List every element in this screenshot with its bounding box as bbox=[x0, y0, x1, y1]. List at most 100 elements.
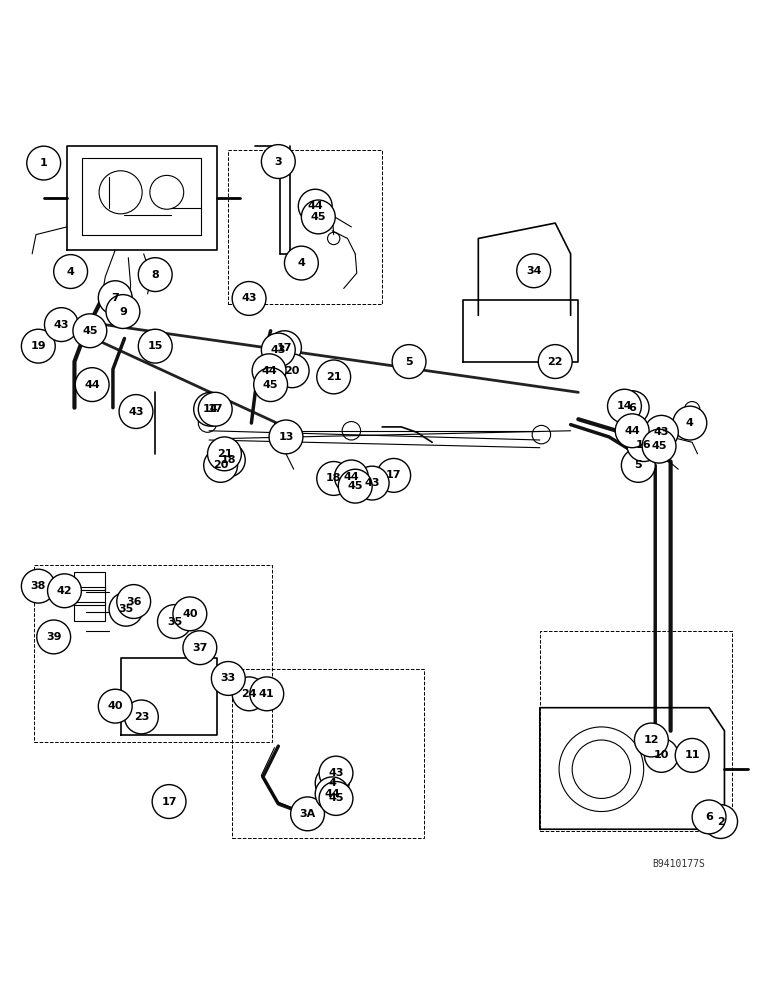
Circle shape bbox=[124, 700, 158, 734]
Text: 43: 43 bbox=[364, 478, 380, 488]
Circle shape bbox=[334, 460, 368, 494]
Text: 17: 17 bbox=[208, 404, 223, 414]
Circle shape bbox=[22, 569, 56, 603]
Text: 20: 20 bbox=[213, 460, 229, 470]
Circle shape bbox=[183, 631, 217, 665]
Text: 44: 44 bbox=[261, 366, 277, 376]
Text: 20: 20 bbox=[284, 366, 300, 376]
Text: 7: 7 bbox=[111, 293, 119, 303]
Bar bbox=[34, 565, 273, 742]
Circle shape bbox=[516, 254, 550, 288]
Circle shape bbox=[317, 360, 350, 394]
Circle shape bbox=[48, 574, 81, 608]
Circle shape bbox=[250, 677, 283, 711]
Circle shape bbox=[198, 392, 232, 426]
Circle shape bbox=[298, 189, 332, 223]
Circle shape bbox=[208, 437, 242, 471]
Circle shape bbox=[319, 756, 353, 790]
Text: 6: 6 bbox=[628, 403, 636, 413]
Text: 45: 45 bbox=[82, 326, 97, 336]
Text: 1: 1 bbox=[40, 158, 48, 168]
Circle shape bbox=[45, 308, 78, 342]
Text: 37: 37 bbox=[192, 643, 208, 653]
Text: 18: 18 bbox=[326, 473, 341, 483]
Text: 2: 2 bbox=[716, 817, 724, 827]
Circle shape bbox=[615, 414, 649, 448]
Text: 38: 38 bbox=[31, 581, 46, 591]
Bar bbox=[232, 669, 425, 838]
Circle shape bbox=[627, 428, 661, 462]
Text: 44: 44 bbox=[84, 380, 100, 390]
Text: 43: 43 bbox=[128, 407, 144, 417]
Text: 5: 5 bbox=[635, 460, 642, 470]
Circle shape bbox=[645, 738, 679, 772]
Text: 45: 45 bbox=[263, 380, 279, 390]
Text: 45: 45 bbox=[310, 212, 326, 222]
Text: 45: 45 bbox=[652, 441, 667, 451]
Text: 43: 43 bbox=[53, 320, 69, 330]
Circle shape bbox=[152, 785, 186, 818]
Circle shape bbox=[109, 592, 143, 626]
Circle shape bbox=[315, 777, 349, 811]
Text: 45: 45 bbox=[328, 793, 344, 803]
Circle shape bbox=[194, 392, 228, 426]
Text: 21: 21 bbox=[326, 372, 341, 382]
Circle shape bbox=[269, 420, 303, 454]
Text: 45: 45 bbox=[347, 481, 363, 491]
Circle shape bbox=[392, 345, 426, 378]
Circle shape bbox=[355, 466, 389, 500]
Text: 15: 15 bbox=[147, 341, 163, 351]
Text: 19: 19 bbox=[31, 341, 46, 351]
Text: 34: 34 bbox=[526, 266, 541, 276]
Circle shape bbox=[704, 805, 737, 838]
Circle shape bbox=[608, 389, 642, 423]
Text: 44: 44 bbox=[324, 789, 340, 799]
Circle shape bbox=[268, 331, 301, 365]
Circle shape bbox=[98, 281, 132, 315]
Text: 9: 9 bbox=[119, 307, 127, 317]
Text: 44: 44 bbox=[625, 426, 640, 436]
Circle shape bbox=[338, 469, 372, 503]
Circle shape bbox=[319, 782, 353, 815]
Text: 43: 43 bbox=[270, 345, 286, 355]
Text: 17: 17 bbox=[386, 470, 401, 480]
Circle shape bbox=[138, 258, 172, 292]
Text: 43: 43 bbox=[328, 768, 344, 778]
Circle shape bbox=[27, 146, 61, 180]
Bar bbox=[74, 572, 105, 590]
Text: 17: 17 bbox=[276, 343, 293, 353]
Text: 17: 17 bbox=[161, 797, 177, 807]
Text: 39: 39 bbox=[46, 632, 62, 642]
Circle shape bbox=[642, 429, 676, 463]
Text: 41: 41 bbox=[259, 689, 275, 699]
Text: 6: 6 bbox=[705, 812, 713, 822]
Circle shape bbox=[54, 255, 87, 288]
Circle shape bbox=[212, 443, 245, 477]
Circle shape bbox=[645, 415, 679, 449]
Circle shape bbox=[377, 458, 411, 492]
Circle shape bbox=[615, 391, 649, 425]
Bar bbox=[74, 587, 105, 605]
Text: 12: 12 bbox=[644, 735, 659, 745]
Bar bbox=[74, 602, 105, 621]
Text: 3: 3 bbox=[275, 157, 282, 167]
Circle shape bbox=[254, 368, 287, 402]
Circle shape bbox=[317, 462, 350, 495]
Circle shape bbox=[22, 329, 56, 363]
Circle shape bbox=[106, 295, 140, 328]
Text: 21: 21 bbox=[217, 449, 232, 459]
Text: 11: 11 bbox=[685, 750, 700, 760]
Circle shape bbox=[232, 282, 266, 315]
Bar bbox=[540, 631, 732, 831]
Text: 14: 14 bbox=[203, 404, 218, 414]
Circle shape bbox=[252, 354, 286, 388]
Text: 40: 40 bbox=[182, 609, 198, 619]
Text: 4: 4 bbox=[328, 778, 336, 788]
Text: 36: 36 bbox=[126, 597, 141, 607]
Text: 24: 24 bbox=[242, 689, 257, 699]
Text: 35: 35 bbox=[167, 617, 182, 627]
Circle shape bbox=[692, 800, 726, 834]
Text: 5: 5 bbox=[405, 357, 413, 367]
Text: 43: 43 bbox=[242, 293, 257, 303]
Text: 40: 40 bbox=[107, 701, 123, 711]
